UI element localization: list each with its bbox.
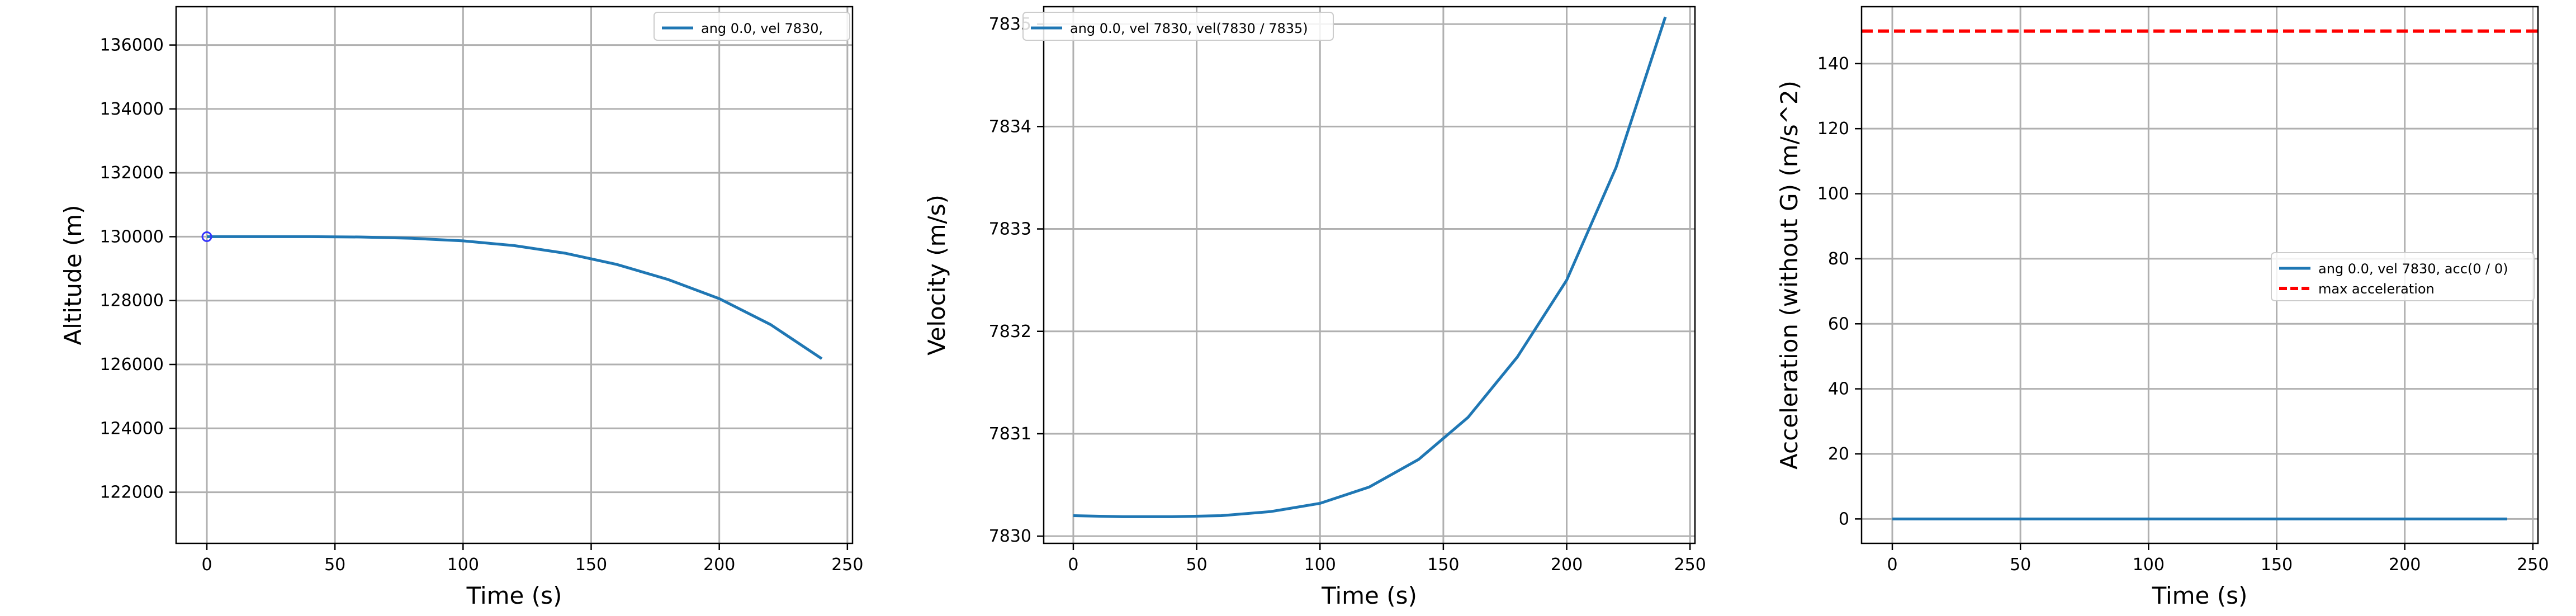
x-axis-label: Time (s) [466, 582, 562, 609]
y-tick-label: 100 [1817, 184, 1849, 204]
y-tick-label: 80 [1828, 249, 1849, 269]
series-line-1 [1073, 16, 1667, 518]
y-tick-label: 7833 [989, 220, 1031, 239]
y-tick-label: 7831 [989, 424, 1031, 444]
y-tick-label: 40 [1828, 380, 1849, 399]
legend-box [654, 12, 850, 41]
y-tick-label: 134000 [100, 99, 164, 119]
y-tick-label: 122000 [100, 483, 164, 503]
chart-panel-2: 0 50 100 150 200 250783078317832783378347835T… [923, 6, 1706, 609]
x-tick-label: 0 [201, 555, 212, 575]
y-axis-label: Velocity (m/s) [923, 195, 950, 356]
y-tick-label: 60 [1828, 314, 1849, 334]
chart-panel-1: 0 50 100 150 200 250 122000 124000 126000 128000 1… [59, 6, 863, 609]
x-tick-label: 250 [2517, 555, 2549, 575]
x-tick-label: 100 [1304, 555, 1336, 575]
chart-panel-3: 0 50 100 150 200 250 0 20 40 60 80 100 120 140 Time (s… [1775, 6, 2549, 609]
x-axis-label: Time (s) [1321, 582, 1417, 609]
start-marker [201, 231, 212, 242]
x-tick-label: 200 [703, 555, 735, 575]
y-tick-label: 136000 [100, 36, 164, 55]
legend-box [1022, 12, 1334, 41]
y-tick-label: 124000 [100, 419, 164, 438]
x-tick-label: 50 [324, 555, 345, 575]
x-tick-label: 0 [1887, 555, 1897, 575]
x-tick-label: 150 [575, 555, 607, 575]
legend-label: ang 0.0, vel 7830, [701, 21, 823, 36]
x-tick-label: 150 [1427, 555, 1459, 575]
legend-box [2271, 252, 2535, 301]
x-tick-label: 50 [2010, 555, 2031, 575]
y-tick-label: 130000 [100, 227, 164, 247]
x-tick-label: 150 [2261, 555, 2293, 575]
x-tick-label: 100 [2133, 555, 2165, 575]
x-tick-label: 0 [1068, 555, 1078, 575]
y-tick-label: 7832 [989, 322, 1031, 342]
legend-label: max acceleration [2318, 281, 2435, 297]
legend: ang 0.0, vel 7830, acc(0 / 0) max acceler… [2271, 252, 2535, 301]
y-tick-label: 132000 [100, 163, 164, 183]
x-axis-label: Time (s) [2152, 582, 2248, 609]
x-tick-label: 200 [2389, 555, 2421, 575]
legend: ang 0.0, vel 7830, [654, 12, 850, 41]
legend: ang 0.0, vel 7830, vel(7830 / 7835) [1022, 12, 1334, 41]
y-axis-label: Altitude (m) [59, 205, 87, 345]
y-tick-label: 0 [1839, 509, 1849, 529]
x-tick-label: 200 [1551, 555, 1583, 575]
y-axis-label: Acceleration (without G) (m/s^2) [1775, 80, 1803, 470]
y-tick-label: 140 [1817, 54, 1849, 74]
y-tick-label: 7834 [989, 117, 1031, 136]
x-tick-label: 250 [1674, 555, 1706, 575]
y-tick-label: 120 [1817, 119, 1849, 139]
y-tick-label: 128000 [100, 291, 164, 311]
y-tick-label: 20 [1828, 444, 1849, 464]
x-tick-label: 100 [447, 555, 479, 575]
x-tick-label: 250 [831, 555, 863, 575]
plot-frame [175, 6, 854, 544]
series-line-1 [207, 235, 823, 360]
y-tick-label: 126000 [100, 355, 164, 375]
plot-frame [1860, 6, 2539, 544]
legend-label: ang 0.0, vel 7830, vel(7830 / 7835) [1070, 21, 1308, 36]
legend-label: ang 0.0, vel 7830, acc(0 / 0) [2318, 261, 2508, 277]
plot-frame [1043, 6, 1696, 544]
x-tick-label: 50 [1186, 555, 1208, 575]
y-tick-label: 7830 [989, 527, 1031, 546]
